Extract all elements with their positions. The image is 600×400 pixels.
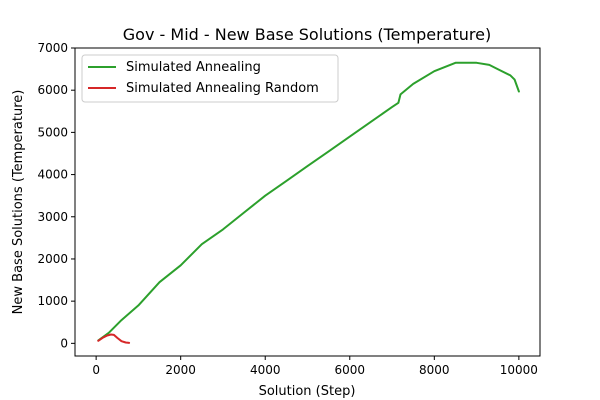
x-tick-label: 0	[92, 363, 100, 377]
y-tick-label: 1000	[37, 294, 68, 308]
y-tick-label: 6000	[37, 83, 68, 97]
x-tick-label: 10000	[500, 363, 538, 377]
chart-title: Gov - Mid - New Base Solutions (Temperat…	[123, 25, 491, 44]
x-tick-label: 8000	[419, 363, 450, 377]
legend: Simulated Annealing Simulated Annealing …	[81, 54, 339, 103]
y-axis-title: New Base Solutions (Temperature)	[11, 90, 26, 315]
y-tick-label: 7000	[37, 41, 68, 55]
series-line-simulated-annealing-random	[97, 333, 131, 344]
x-tick-label: 2000	[165, 363, 196, 377]
series-line-simulated-annealing	[97, 61, 520, 342]
x-tick-label: 6000	[334, 363, 365, 377]
plot-frame	[74, 47, 541, 357]
legend-label-simulated-annealing-random: Simulated Annealing Random	[126, 81, 319, 96]
y-tick-label: 5000	[37, 125, 68, 139]
y-tick-label: 4000	[37, 168, 68, 182]
y-tick-label: 3000	[37, 210, 68, 224]
x-axis-title: Solution (Step)	[259, 384, 356, 399]
y-tick-label: 0	[60, 336, 68, 350]
series-layer	[97, 61, 520, 344]
y-tick-label: 2000	[37, 252, 68, 266]
x-tick-label: 4000	[250, 363, 281, 377]
legend-box	[81, 54, 339, 103]
ticks-layer: 0 2000 4000 6000 8000 10000 0 1000 2000 3000 4000 5…	[37, 41, 538, 377]
legend-label-simulated-annealing: Simulated Annealing	[126, 60, 261, 75]
